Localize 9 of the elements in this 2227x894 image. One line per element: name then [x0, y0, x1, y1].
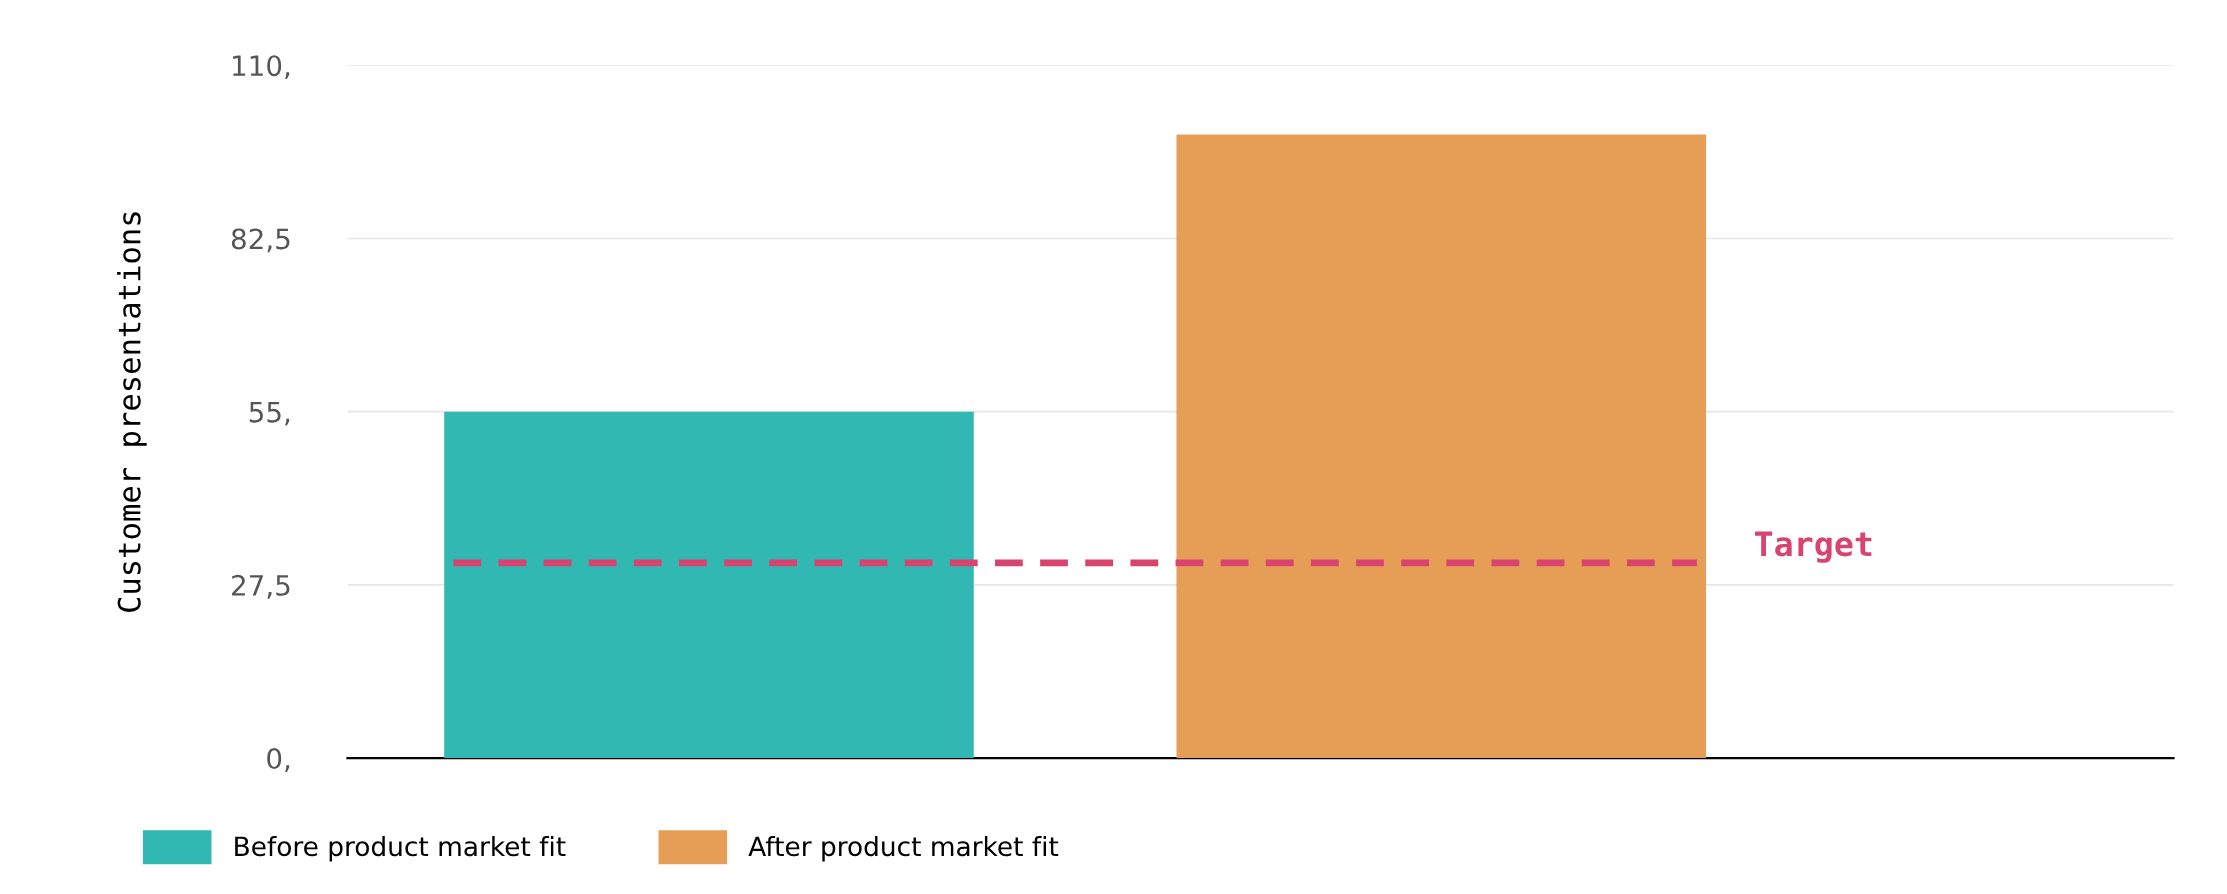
y-axis-title: Customer presentations	[117, 212, 147, 612]
y-tick-label: 110,	[233, 55, 290, 80]
y-tick-label: 55,	[249, 401, 290, 426]
legend-label: Before product market fit	[235, 835, 566, 862]
y-tick-label: 82,5	[231, 228, 290, 253]
ref-line-label: Target	[1755, 531, 1872, 563]
legend-label: After product market fit	[748, 835, 1059, 862]
y-tick-label: 0,	[267, 748, 290, 772]
y-tick-label: 27,5	[232, 574, 290, 599]
